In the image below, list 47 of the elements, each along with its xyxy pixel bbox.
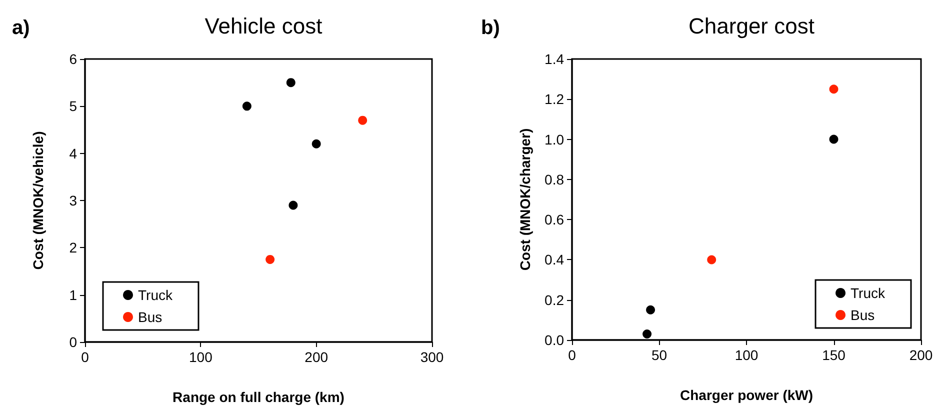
x-tick-label: 50 bbox=[651, 347, 668, 363]
y-axis-title: Cost (MNOK/charger) bbox=[517, 128, 533, 271]
y-tick-label: 1.4 bbox=[544, 51, 564, 67]
y-tick-label: 0.0 bbox=[544, 332, 564, 348]
text: a) bbox=[12, 17, 30, 39]
x-tick-label: 200 bbox=[909, 347, 933, 363]
y-tick-label: 5 bbox=[69, 98, 78, 114]
y-tick-label: 1.2 bbox=[544, 91, 564, 108]
y-tick-label: 0.4 bbox=[544, 252, 564, 268]
legend-label: Bus bbox=[850, 307, 875, 323]
x-tick-label: 150 bbox=[822, 347, 846, 363]
point bbox=[242, 102, 252, 111]
y-tick-label: 2 bbox=[69, 240, 78, 256]
point bbox=[312, 139, 321, 148]
y-tick-label: 3 bbox=[69, 192, 78, 208]
y-axis-title: Cost (MNOK/vehicle) bbox=[30, 131, 46, 270]
chart-title: Vehicle cost bbox=[204, 14, 322, 38]
point bbox=[646, 305, 656, 314]
y-tick-label: 0.6 bbox=[544, 212, 564, 228]
y-tick-label: 0.2 bbox=[544, 292, 564, 308]
x-tick-label: 100 bbox=[188, 349, 213, 365]
point bbox=[266, 254, 275, 264]
x-tick-label: 0 bbox=[568, 347, 576, 363]
legend-label: Truck bbox=[850, 285, 886, 301]
x-tick-label: 300 bbox=[420, 349, 444, 365]
legend-label: Bus bbox=[138, 309, 162, 325]
y-tick-label: 0 bbox=[69, 334, 78, 350]
x-axis-title: Range on full charge (km) bbox=[172, 389, 344, 405]
point bbox=[829, 84, 838, 94]
point bbox=[288, 200, 298, 210]
text: b) bbox=[481, 17, 500, 39]
x-tick-label: 200 bbox=[304, 349, 328, 365]
y-tick-label: 6 bbox=[69, 51, 78, 67]
point bbox=[707, 255, 716, 264]
point bbox=[286, 78, 296, 88]
y-tick-label: 4 bbox=[69, 145, 78, 162]
point bbox=[829, 134, 838, 144]
y-tick-label: 1 bbox=[69, 286, 78, 303]
y-tick-label: 0.8 bbox=[544, 171, 564, 188]
x-axis-title: Charger power (kW) bbox=[680, 387, 814, 403]
point bbox=[358, 116, 368, 125]
y-tick-label: 1.0 bbox=[544, 131, 564, 148]
x-tick-label: 100 bbox=[734, 347, 758, 363]
point bbox=[642, 329, 652, 338]
x-tick-label: 0 bbox=[81, 349, 90, 365]
chart-title: Charger cost bbox=[688, 14, 814, 38]
legend-label: Truck bbox=[138, 287, 174, 303]
